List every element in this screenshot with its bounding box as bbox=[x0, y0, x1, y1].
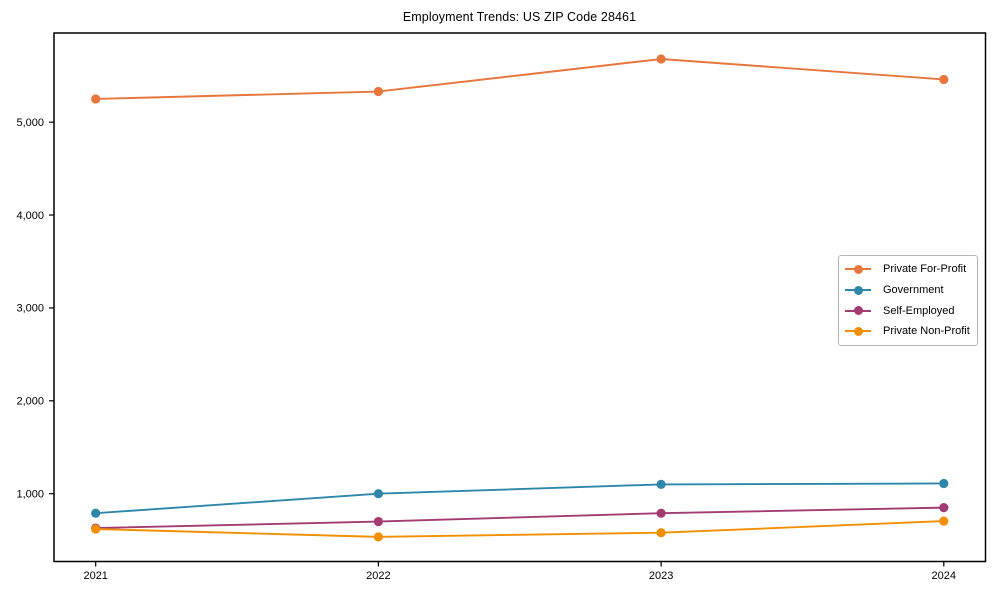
legend-label: Government bbox=[883, 284, 944, 297]
legend-item: Self-Employed bbox=[839, 300, 977, 321]
data-point-marker bbox=[939, 478, 949, 489]
x-axis-tick-label: 2023 bbox=[649, 570, 673, 582]
data-point-marker bbox=[91, 508, 101, 518]
legend-marker-icon bbox=[845, 285, 871, 295]
data-point-marker bbox=[939, 503, 949, 513]
legend: Private For-Profit Government Self-Employe… bbox=[838, 255, 978, 346]
legend-item: Private Non-Profit bbox=[839, 321, 977, 342]
legend-marker-icon bbox=[845, 264, 871, 274]
legend-marker-icon bbox=[845, 306, 871, 316]
x-axis-tick-label: 2024 bbox=[932, 570, 956, 582]
x-axis-tick-label: 2022 bbox=[366, 570, 390, 582]
legend-label: Private Non-Profit bbox=[883, 325, 970, 338]
y-axis-tick-label: 3,000 bbox=[16, 303, 44, 315]
data-point-marker bbox=[373, 532, 383, 542]
data-point-marker bbox=[656, 479, 666, 490]
data-point-marker bbox=[656, 528, 666, 538]
legend-marker-icon bbox=[845, 326, 871, 336]
data-point-marker bbox=[91, 524, 101, 534]
data-point-marker bbox=[373, 489, 383, 499]
legend-label: Self-Employed bbox=[883, 304, 955, 317]
series-line bbox=[94, 58, 945, 100]
legend-item: Government bbox=[839, 280, 977, 301]
y-axis-tick-label: 2,000 bbox=[16, 396, 44, 408]
legend-item: Private For-Profit bbox=[839, 259, 977, 280]
y-axis-tick-label: 4,000 bbox=[16, 210, 44, 222]
data-point-marker bbox=[373, 86, 383, 97]
plot-frame bbox=[53, 32, 987, 563]
series-line bbox=[94, 520, 945, 538]
series-line bbox=[94, 506, 945, 530]
x-axis-tick-label: 2021 bbox=[83, 570, 107, 582]
data-point-marker bbox=[939, 74, 949, 85]
legend-label: Private For-Profit bbox=[883, 263, 967, 276]
series-line bbox=[94, 482, 945, 515]
data-point-marker bbox=[939, 516, 949, 526]
data-point-marker bbox=[373, 516, 383, 527]
data-point-marker bbox=[91, 94, 101, 104]
y-axis-tick-label: 5,000 bbox=[16, 117, 44, 129]
data-point-marker bbox=[656, 508, 666, 518]
data-point-marker bbox=[656, 54, 666, 64]
chart-title: Employment Trends: US ZIP Code 28461 bbox=[402, 10, 637, 24]
y-axis-tick-label: 1,000 bbox=[16, 488, 44, 500]
